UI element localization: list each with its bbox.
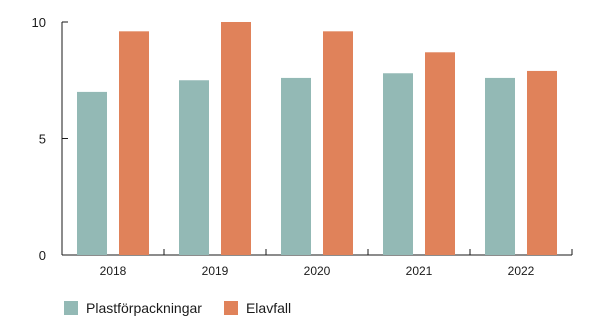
chart-labels: 0 5 10 2018 2019 2020 2021 2022: [32, 15, 535, 278]
legend-label-elavfall: Elavfall: [245, 300, 292, 316]
bar-elavfall-2022: [527, 70, 557, 256]
y-tick-label: 5: [39, 132, 46, 147]
bar-elavfall-2018: [119, 31, 149, 255]
bar-plastf-rpackningar-2018: [77, 91, 107, 256]
chart-legend: Plastförpackningar Elavfall: [64, 300, 313, 316]
x-tick-label: 2019: [202, 264, 229, 278]
legend-swatch-plastforpackningar: [64, 301, 78, 315]
bar-elavfall-2019: [221, 22, 251, 255]
y-tick-label: 0: [39, 248, 46, 263]
bar-plastf-rpackningar-2021: [383, 73, 413, 255]
chart-bars: [77, 22, 557, 256]
bar-plastf-rpackningar-2020: [281, 77, 311, 255]
bar-elavfall-2021: [425, 52, 455, 255]
x-tick-label: 2018: [100, 264, 127, 278]
y-tick-label: 10: [32, 15, 46, 30]
bar-plastf-rpackningar-2022: [485, 77, 515, 255]
legend-label-plastforpackningar: Plastförpackningar: [86, 300, 202, 316]
x-tick-label: 2021: [406, 264, 433, 278]
legend-item-plastforpackningar: Plastförpackningar: [64, 300, 202, 316]
x-tick-label: 2020: [304, 264, 331, 278]
legend-item-elavfall: Elavfall: [223, 300, 292, 316]
bar-plastf-rpackningar-2019: [179, 80, 209, 255]
bar-elavfall-2020: [323, 31, 353, 255]
x-tick-label: 2022: [508, 264, 535, 278]
legend-swatch-elavfall: [223, 301, 238, 315]
